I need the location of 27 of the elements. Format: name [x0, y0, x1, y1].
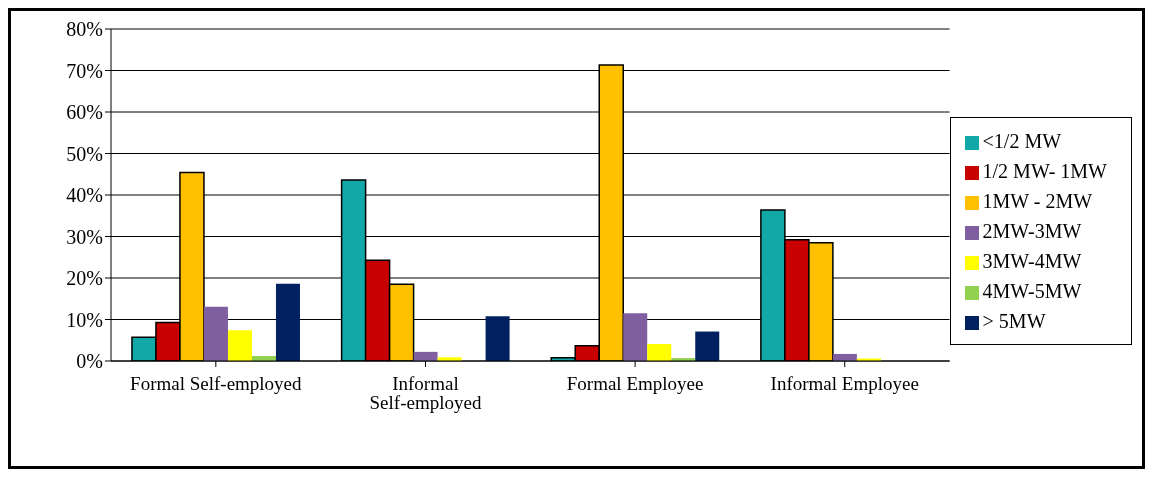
legend-label: 4MW-5MW: [982, 280, 1082, 302]
bar: [647, 343, 672, 361]
y-tick-label: 30%: [66, 225, 103, 248]
x-tick-label: Formal Self-employed: [130, 373, 303, 395]
y-tick-label: 40%: [66, 184, 103, 207]
legend-label: 1MW - 2MW: [982, 190, 1093, 212]
x-tick-label: Informal Employee: [770, 373, 919, 395]
bar: [485, 316, 510, 361]
y-tick-label: 60%: [66, 101, 103, 124]
legend-label: 1/2 MW- 1MW: [982, 160, 1107, 182]
y-tick-label: 70%: [66, 59, 103, 82]
bar: [623, 313, 648, 361]
x-tick-label: Informal Self-employed: [369, 373, 482, 414]
y-tick-label: 80%: [66, 18, 103, 41]
legend-label: <1/2 MW: [982, 130, 1062, 152]
legend-label: > 5MW: [982, 310, 1046, 332]
y-tick-label: 50%: [66, 142, 103, 165]
y-tick-label: 10%: [66, 308, 103, 331]
bar: [695, 331, 720, 361]
bar: [203, 306, 228, 361]
x-tick-label: Formal Employee: [566, 373, 704, 395]
y-tick-label: 0%: [76, 350, 103, 373]
bar: [275, 283, 300, 361]
bar: [227, 330, 252, 361]
legend-label: 2MW-3MW: [982, 220, 1082, 242]
y-tick-label: 20%: [66, 267, 103, 290]
legend-label: 3MW-4MW: [982, 250, 1082, 272]
